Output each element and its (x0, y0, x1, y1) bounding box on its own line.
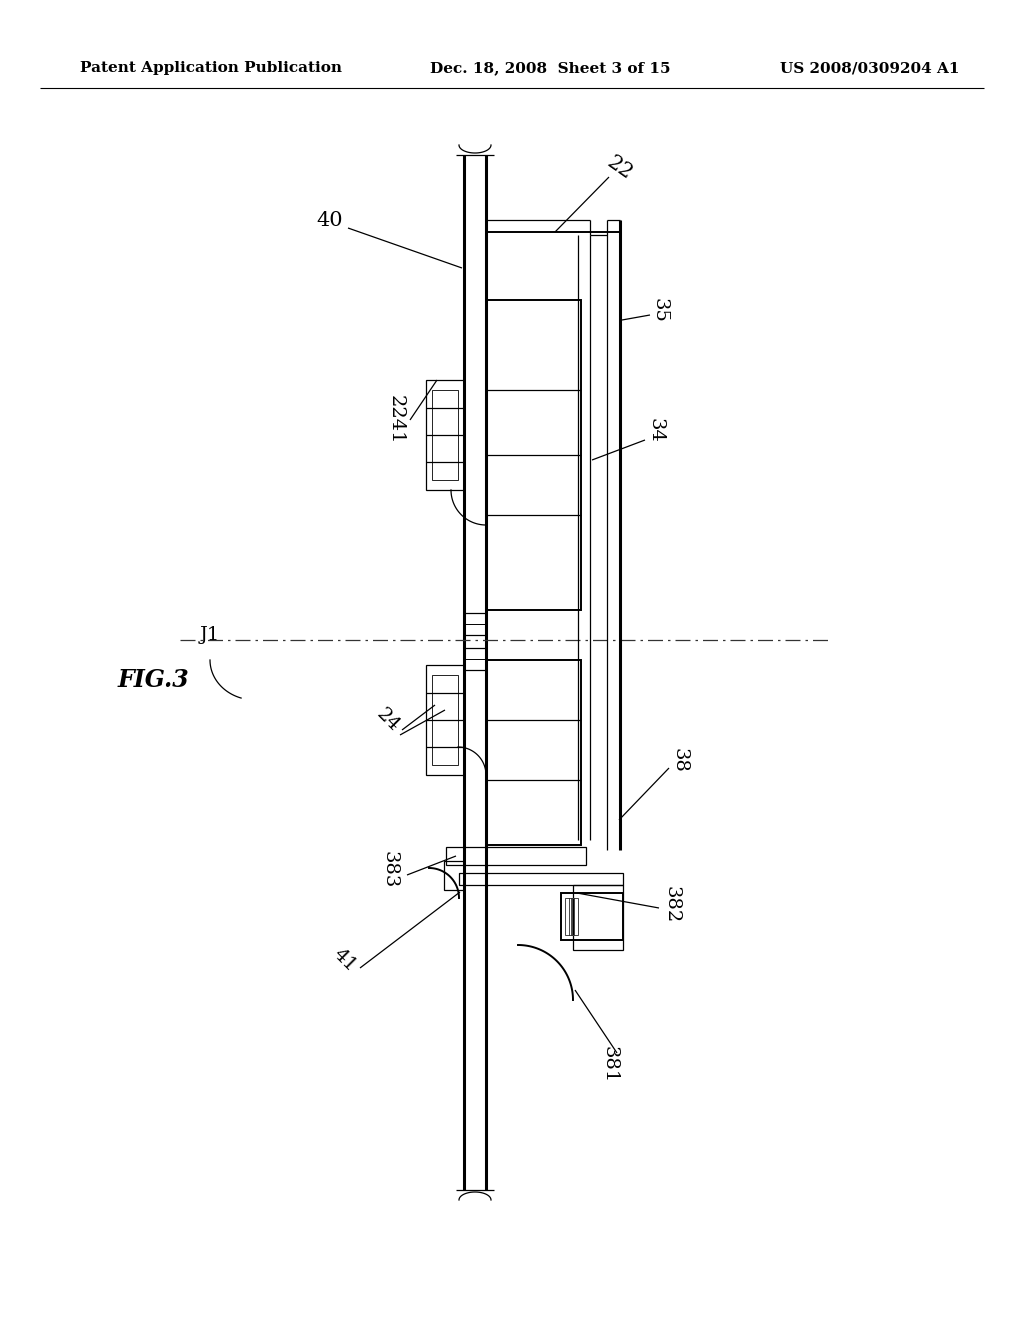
Text: US 2008/0309204 A1: US 2008/0309204 A1 (780, 61, 961, 75)
Text: 382: 382 (663, 886, 681, 924)
Bar (432, 389, 458, 480)
Text: FIG.3: FIG.3 (118, 668, 189, 692)
Bar (464, 648, 486, 671)
Text: 381: 381 (601, 1047, 618, 1084)
Bar (573, 884, 623, 950)
Text: 38: 38 (671, 747, 689, 772)
Bar (426, 380, 464, 490)
Text: 41: 41 (330, 945, 360, 975)
Bar (444, 861, 464, 890)
Text: 34: 34 (646, 417, 664, 442)
Text: J1: J1 (200, 626, 220, 644)
Text: 22: 22 (604, 153, 636, 183)
Bar (459, 873, 623, 884)
Text: Dec. 18, 2008  Sheet 3 of 15: Dec. 18, 2008 Sheet 3 of 15 (430, 61, 671, 75)
Text: 35: 35 (651, 297, 669, 322)
Bar (486, 300, 581, 610)
Bar (561, 894, 623, 940)
Text: 24: 24 (373, 705, 403, 735)
Bar (432, 675, 458, 766)
Text: 2241: 2241 (387, 395, 406, 445)
Text: 40: 40 (316, 210, 343, 230)
Text: 383: 383 (381, 851, 399, 888)
Bar (426, 665, 464, 775)
Bar (565, 898, 578, 935)
Bar (446, 847, 586, 865)
Bar (464, 612, 486, 635)
Bar (486, 660, 581, 845)
Text: Patent Application Publication: Patent Application Publication (80, 61, 342, 75)
